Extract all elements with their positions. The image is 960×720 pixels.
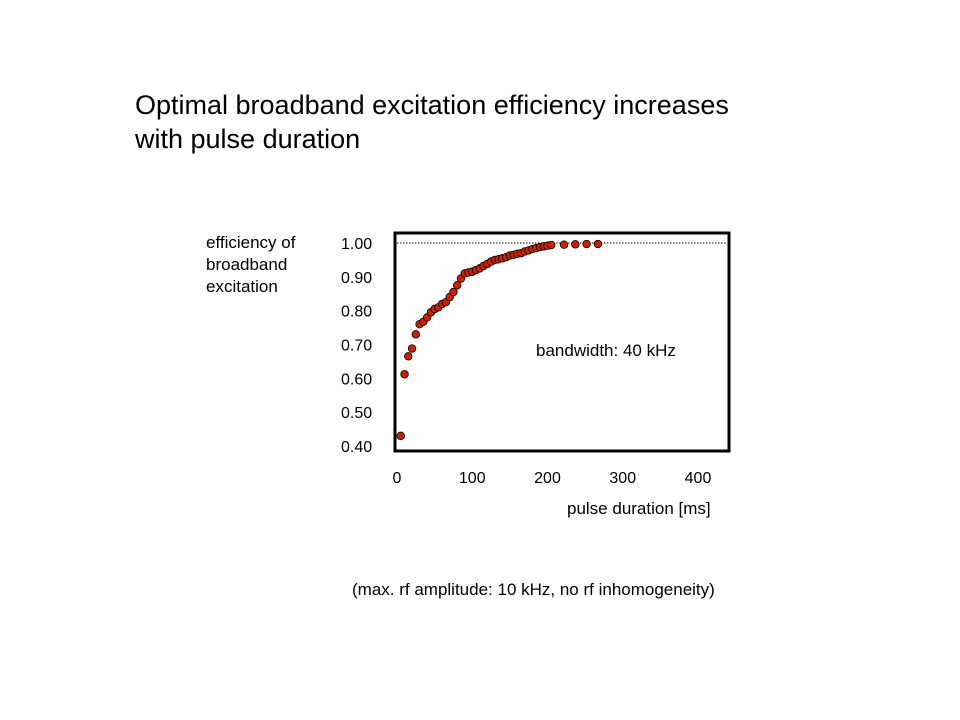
y-tick-label: 0.90 (341, 270, 372, 287)
y-tick-labels: 0.40 0.50 0.60 0.70 0.80 0.90 1.00 (341, 236, 372, 456)
data-points (396, 239, 603, 441)
data-point (559, 240, 569, 249)
x-tick-label: 0 (393, 470, 402, 487)
data-point (449, 287, 458, 297)
y-axis-label: efficiency of broadband excitation (206, 232, 336, 298)
slide-title: Optimal broadband excitation efficiency … (135, 88, 835, 156)
y-tick-label: 0.60 (341, 371, 372, 388)
data-point (411, 330, 421, 339)
y-tick-label: 0.50 (341, 405, 372, 422)
plot-frame (393, 231, 731, 453)
data-point (547, 240, 556, 250)
x-tick-label: 300 (609, 470, 636, 487)
y-axis-label-line-3: excitation (206, 277, 278, 296)
y-tick-label: 1.00 (341, 236, 372, 253)
data-point (593, 239, 603, 249)
y-tick-label: 0.40 (341, 439, 372, 456)
data-point (453, 281, 462, 290)
x-tick-label: 400 (685, 470, 712, 487)
title-line-1: Optimal broadband excitation efficiency … (135, 90, 729, 120)
x-axis-label: pulse duration [ms] (567, 499, 711, 518)
x-tick-labels: 0 100 200 300 400 (393, 470, 712, 487)
data-point (396, 431, 405, 441)
data-point (400, 370, 409, 379)
bandwidth-annotation: bandwidth: 40 kHz (536, 341, 676, 360)
footnote: (max. rf amplitude: 10 kHz, no rf inhomo… (352, 580, 715, 599)
x-tick-label: 200 (534, 470, 561, 487)
data-point (407, 344, 417, 353)
data-point (404, 352, 413, 361)
y-axis-label-line-1: efficiency of (206, 233, 296, 252)
y-tick-label: 0.70 (341, 338, 372, 355)
title-line-2: with pulse duration (135, 124, 361, 154)
x-tick-label: 100 (459, 470, 486, 487)
y-axis-label-line-2: broadband (206, 255, 288, 274)
y-tick-label: 0.80 (341, 304, 372, 321)
data-point (571, 240, 580, 249)
data-point (582, 239, 591, 249)
